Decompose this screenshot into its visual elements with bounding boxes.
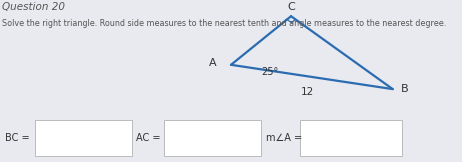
Bar — [35, 120, 132, 156]
Bar — [300, 120, 402, 156]
Text: AC =: AC = — [136, 133, 161, 143]
Text: BC =: BC = — [5, 133, 29, 143]
Text: m∠A =: m∠A = — [266, 133, 302, 143]
Text: B: B — [401, 84, 408, 94]
Text: 25°: 25° — [261, 67, 278, 77]
Bar — [164, 120, 261, 156]
Text: 12: 12 — [301, 87, 314, 97]
Text: Solve the right triangle. Round side measures to the nearest tenth and angle mea: Solve the right triangle. Round side mea… — [2, 19, 447, 29]
Text: Question 20: Question 20 — [2, 2, 65, 12]
Text: A: A — [209, 58, 216, 68]
Text: C: C — [287, 2, 295, 12]
